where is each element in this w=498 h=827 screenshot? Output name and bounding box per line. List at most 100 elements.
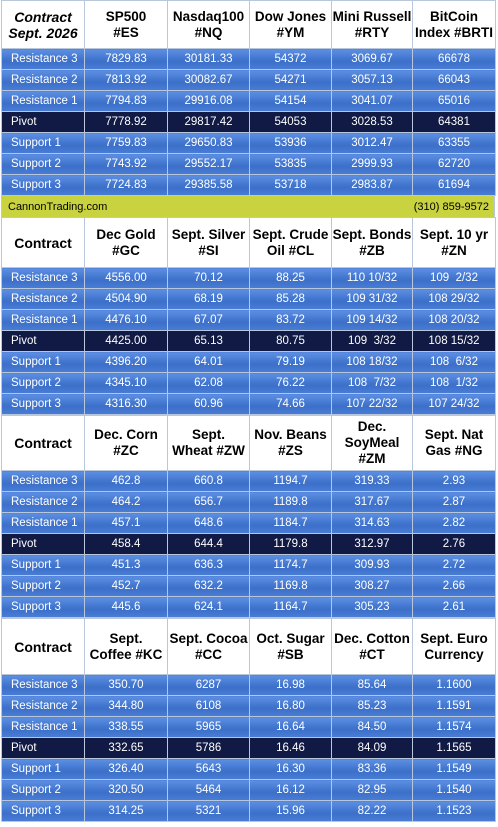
header-cell: Mini Russell #RTY xyxy=(331,0,413,49)
level-value: 2.76 xyxy=(412,533,496,555)
level-value: 2.87 xyxy=(412,491,496,513)
level-label: Support 3 xyxy=(1,393,85,415)
level-value: 109 31/32 xyxy=(331,288,413,310)
level-row: Resistance 2 464.2 656.7 1189.8 317.67 2.87 xyxy=(1,491,496,513)
level-label: Support 1 xyxy=(1,758,85,780)
header-cell: Sept. Cocoa #CC xyxy=(167,618,250,675)
level-value: 452.7 xyxy=(84,575,168,597)
level-value: 54271 xyxy=(249,69,332,91)
level-value: 54053 xyxy=(249,111,332,133)
header-cell: Oct. Sugar #SB xyxy=(249,618,332,675)
level-value: 4345.10 xyxy=(84,372,168,394)
level-value: 4476.10 xyxy=(84,309,168,331)
level-row: Pivot 458.4 644.4 1179.8 312.97 2.76 xyxy=(1,533,496,555)
level-value: 85.28 xyxy=(249,288,332,310)
level-value: 65016 xyxy=(412,90,496,112)
header-cell: Sept. Bonds #ZB xyxy=(331,217,413,268)
level-row: Support 3 445.6 624.1 1164.7 305.23 2.61 xyxy=(1,596,496,618)
level-value: 2.72 xyxy=(412,554,496,576)
levels-table: Contract Dec Gold #GC Sept. Silver #SI Sept… xyxy=(1,217,496,415)
level-value: 82.22 xyxy=(331,800,413,822)
level-value: 60.96 xyxy=(167,393,250,415)
level-value: 326.40 xyxy=(84,758,168,780)
level-value: 317.67 xyxy=(331,491,413,513)
level-value: 314.63 xyxy=(331,512,413,534)
header-row: Contract Dec Gold #GC Sept. Silver #SI Sept… xyxy=(1,217,496,268)
level-value: 83.72 xyxy=(249,309,332,331)
level-row: Resistance 1 4476.10 67.07 83.72 109 14/32 10… xyxy=(1,309,496,331)
level-value: 54154 xyxy=(249,90,332,112)
level-value: 5786 xyxy=(167,737,250,759)
levels-table: Contract Sept. 2026 SP500 #ES Nasdaq100 #N… xyxy=(1,0,496,196)
levels-table: Contract Dec. Corn #ZC Sept. Wheat #ZW Nov.… xyxy=(1,415,496,618)
level-label: Resistance 2 xyxy=(1,695,85,717)
level-value: 7813.92 xyxy=(84,69,168,91)
level-value: 656.7 xyxy=(167,491,250,513)
level-value: 30082.67 xyxy=(167,69,250,91)
level-row: Resistance 1 338.55 5965 16.64 84.50 1.1574 xyxy=(1,716,496,738)
level-label: Support 1 xyxy=(1,554,85,576)
level-row: Resistance 1 7794.83 29916.08 54154 3041.07 6… xyxy=(1,90,496,112)
header-cell: Sept. Coffee #KC xyxy=(84,618,168,675)
level-value: 7759.83 xyxy=(84,132,168,154)
level-value: 1.1600 xyxy=(412,674,496,696)
header-cell: Contract Sept. 2026 xyxy=(1,0,85,49)
level-label: Support 2 xyxy=(1,575,85,597)
level-value: 462.8 xyxy=(84,470,168,492)
level-value: 3041.07 xyxy=(331,90,413,112)
level-value: 464.2 xyxy=(84,491,168,513)
level-value: 65.13 xyxy=(167,330,250,352)
level-label: Support 2 xyxy=(1,779,85,801)
level-row: Pivot 4425.00 65.13 80.75 109 3/32 108 15/32 xyxy=(1,330,496,352)
level-value: 53835 xyxy=(249,153,332,175)
header-cell: Sept. Nat Gas #NG xyxy=(412,415,496,471)
level-value: 3069.67 xyxy=(331,48,413,70)
level-label: Resistance 3 xyxy=(1,48,85,70)
level-value: 648.6 xyxy=(167,512,250,534)
level-value: 2.82 xyxy=(412,512,496,534)
level-value: 68.19 xyxy=(167,288,250,310)
level-label: Support 1 xyxy=(1,351,85,373)
level-value: 84.50 xyxy=(331,716,413,738)
header-cell: Sept. Silver #SI xyxy=(167,217,250,268)
level-value: 62.08 xyxy=(167,372,250,394)
level-label: Resistance 2 xyxy=(1,288,85,310)
level-label: Support 3 xyxy=(1,800,85,822)
level-value: 7778.92 xyxy=(84,111,168,133)
level-value: 7829.83 xyxy=(84,48,168,70)
level-value: 7794.83 xyxy=(84,90,168,112)
level-value: 4504.90 xyxy=(84,288,168,310)
level-value: 1184.7 xyxy=(249,512,332,534)
level-value: 1189.8 xyxy=(249,491,332,513)
level-label: Support 2 xyxy=(1,372,85,394)
level-value: 53936 xyxy=(249,132,332,154)
level-label: Resistance 1 xyxy=(1,309,85,331)
level-value: 107 22/32 xyxy=(331,393,413,415)
level-row: Resistance 3 462.8 660.8 1194.7 319.33 2.93 xyxy=(1,470,496,492)
level-value: 109 14/32 xyxy=(331,309,413,331)
header-row: Contract Sept. Coffee #KC Sept. Cocoa #CC O… xyxy=(1,618,496,675)
level-value: 16.80 xyxy=(249,695,332,717)
level-value: 5464 xyxy=(167,779,250,801)
level-value: 308.27 xyxy=(331,575,413,597)
level-label: Support 2 xyxy=(1,153,85,175)
header-cell: Contract xyxy=(1,217,85,268)
level-value: 6108 xyxy=(167,695,250,717)
level-value: 1174.7 xyxy=(249,554,332,576)
level-row: Support 1 326.40 5643 16.30 83.36 1.1549 xyxy=(1,758,496,780)
level-value: 457.1 xyxy=(84,512,168,534)
level-value: 29385.58 xyxy=(167,174,250,196)
level-value: 305.23 xyxy=(331,596,413,618)
level-value: 1164.7 xyxy=(249,596,332,618)
phone: (310) 859-9572 xyxy=(413,200,489,213)
level-value: 632.2 xyxy=(167,575,250,597)
level-label: Pivot xyxy=(1,330,85,352)
level-value: 2.93 xyxy=(412,470,496,492)
level-value: 109 2/32 xyxy=(412,267,496,289)
level-value: 2999.93 xyxy=(331,153,413,175)
level-value: 6287 xyxy=(167,674,250,696)
level-value: 4556.00 xyxy=(84,267,168,289)
level-row: Support 1 4396.20 64.01 79.19 108 18/32 108 6… xyxy=(1,351,496,373)
